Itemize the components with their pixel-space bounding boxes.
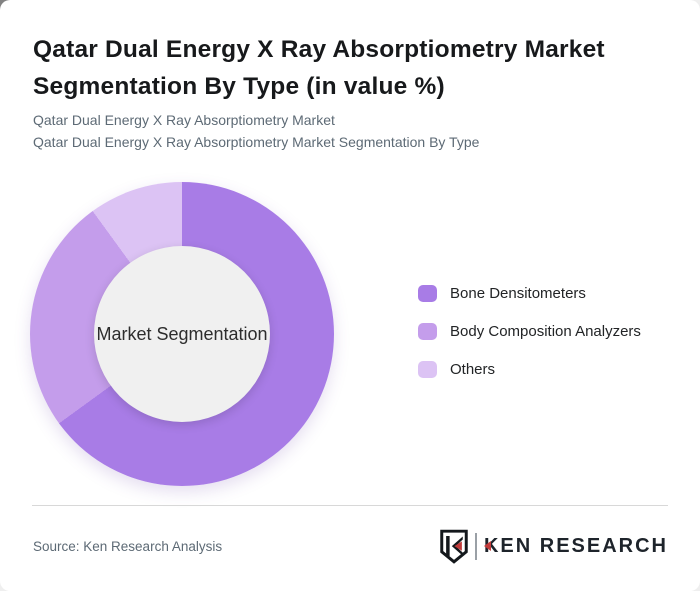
- chart-subtitle-block: Qatar Dual Energy X Ray Absorptiometry M…: [33, 109, 479, 153]
- donut-hole: Market Segmentation: [94, 246, 270, 422]
- footer-divider: [32, 505, 668, 506]
- legend-swatch-icon: [418, 323, 437, 340]
- source-text: Source: Ken Research Analysis: [33, 539, 223, 554]
- legend-item-0: Bone Densitometers: [418, 285, 641, 302]
- legend-item-2: Others: [418, 361, 641, 378]
- logo-separator: [474, 532, 477, 560]
- legend-label: Bone Densitometers: [450, 285, 586, 302]
- chart-title: Qatar Dual Energy X Ray Absorptiometry M…: [33, 36, 605, 100]
- legend-swatch-icon: [418, 361, 437, 378]
- chart-legend: Bone Densitometers Body Composition Analy…: [418, 285, 641, 378]
- chart-subtitle-line2: Qatar Dual Energy X Ray Absorptiometry M…: [33, 134, 480, 150]
- donut-chart: Market Segmentation: [30, 182, 334, 486]
- logo-k-red-triangle-icon: [483, 541, 491, 551]
- logo-wordmark: KEN RESEARCH: [483, 534, 668, 557]
- legend-item-1: Body Composition Analyzers: [418, 323, 641, 340]
- ken-research-logo: KEN RESEARCH: [439, 528, 668, 564]
- legend-label: Others: [450, 361, 496, 378]
- donut-center-label: Market Segmentation: [96, 323, 268, 344]
- ken-research-shield-icon: [440, 529, 468, 564]
- legend-label: Body Composition Analyzers: [450, 323, 641, 340]
- chart-subtitle-line1: Qatar Dual Energy X Ray Absorptiometry M…: [33, 112, 335, 128]
- legend-swatch-icon: [418, 285, 437, 302]
